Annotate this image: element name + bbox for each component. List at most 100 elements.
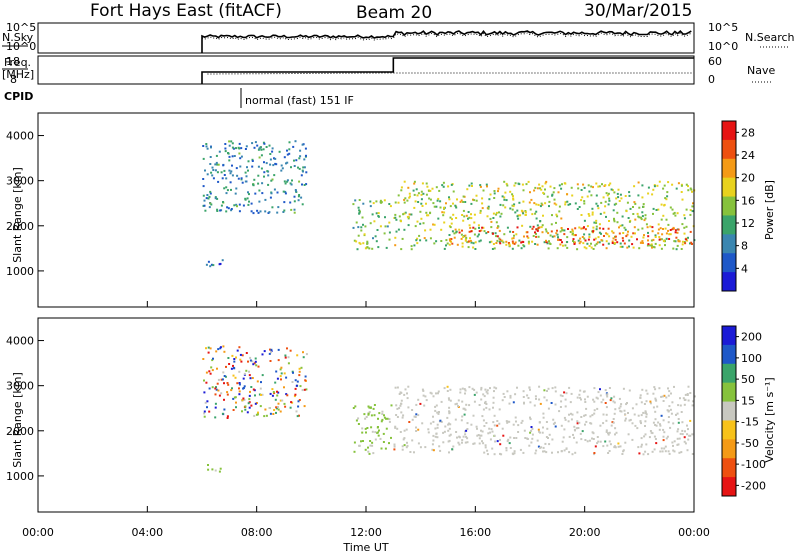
- heatmap-cell: [660, 218, 663, 221]
- heatmap-cell: [487, 231, 490, 233]
- heatmap-cell: [395, 414, 398, 416]
- heatmap-cell: [628, 245, 630, 248]
- heatmap-cell: [641, 196, 644, 199]
- heatmap-cell: [541, 231, 544, 234]
- heatmap-cell: [442, 441, 445, 444]
- heatmap-cell: [663, 431, 666, 434]
- heatmap-cell: [249, 356, 252, 359]
- heatmap-cell: [637, 414, 640, 417]
- heatmap-cell: [248, 200, 250, 203]
- heatmap-cell: [205, 347, 207, 350]
- heatmap-cell: [403, 212, 406, 215]
- heatmap-cell: [554, 403, 557, 406]
- heatmap-cell: [676, 430, 679, 433]
- heatmap-cell: [225, 186, 228, 189]
- heatmap-cell: [648, 436, 651, 439]
- heatmap-cell: [370, 426, 373, 429]
- heatmap-cell: [513, 234, 515, 237]
- heatmap-cell: [612, 237, 615, 240]
- heatmap-cell: [654, 438, 657, 440]
- heatmap-cell: [654, 418, 657, 421]
- heatmap-cell: [613, 191, 616, 194]
- heatmap-cell: [583, 237, 586, 240]
- heatmap-cell: [489, 193, 492, 196]
- heatmap-cell: [223, 350, 226, 353]
- heatmap-cell: [400, 220, 402, 223]
- heatmap-cell: [660, 447, 663, 450]
- heatmap-cell: [605, 406, 608, 409]
- heatmap-cell: [205, 143, 208, 145]
- heatmap-cell: [658, 238, 661, 241]
- heatmap-cell: [252, 212, 255, 215]
- heatmap-cell: [297, 166, 299, 169]
- heatmap-cell: [576, 422, 579, 425]
- heatmap-cell: [534, 231, 536, 234]
- cpid-row: CPID normal (fast) 151 IF: [4, 88, 354, 108]
- time-axis-label: Time UT: [342, 541, 388, 554]
- heatmap-cell: [417, 442, 420, 445]
- heatmap-cell: [663, 204, 666, 207]
- heatmap-cell: [652, 212, 654, 215]
- heatmap-cell: [223, 408, 226, 411]
- heatmap-cell: [505, 243, 508, 246]
- heatmap-cell: [516, 209, 519, 212]
- heatmap-cell: [233, 360, 236, 363]
- heatmap-cell: [254, 141, 257, 144]
- heatmap-cell: [605, 232, 608, 235]
- heatmap-cell: [361, 216, 364, 219]
- heatmap-cell: [614, 238, 617, 241]
- heatmap-cell: [422, 192, 425, 195]
- heatmap-cell: [265, 162, 268, 165]
- heatmap-cell: [421, 205, 424, 207]
- heatmap-cell: [594, 237, 597, 240]
- heatmap-cell: [687, 385, 690, 388]
- heatmap-cell: [575, 427, 578, 430]
- heatmap-cell: [596, 407, 599, 410]
- heatmap-cell: [529, 416, 531, 419]
- heatmap-cell: [619, 193, 622, 196]
- heatmap-cell: [231, 146, 234, 149]
- heatmap-cell: [279, 399, 282, 402]
- y-tick-label: 2000: [6, 425, 34, 438]
- heatmap-cell: [364, 417, 367, 420]
- heatmap-cell: [629, 207, 632, 210]
- heatmap-cell: [452, 202, 454, 205]
- heatmap-cell: [576, 396, 579, 399]
- heatmap-cell: [283, 156, 286, 159]
- heatmap-cell: [394, 386, 397, 389]
- heatmap-cell: [513, 203, 516, 206]
- heatmap-cell: [395, 218, 398, 221]
- heatmap-cell: [262, 141, 265, 144]
- heatmap-cell: [286, 179, 289, 182]
- heatmap-cell: [560, 450, 563, 453]
- heatmap-cell: [593, 453, 596, 456]
- heatmap-cell: [215, 350, 218, 353]
- heatmap-cell: [263, 161, 265, 164]
- heatmap-cell: [448, 243, 451, 246]
- heatmap-cell: [449, 423, 452, 426]
- date-label: 30/Mar/2015: [584, 1, 692, 21]
- heatmap-cell: [562, 244, 564, 247]
- heatmap-cell: [218, 150, 221, 153]
- heatmap-cell: [544, 182, 547, 185]
- heatmap-cell: [657, 223, 660, 226]
- heatmap-cell: [496, 235, 499, 238]
- heatmap-cell: [452, 190, 455, 193]
- heatmap-cell: [654, 397, 657, 400]
- heatmap-cell: [218, 470, 221, 473]
- heatmap-cell: [220, 171, 223, 174]
- heatmap-cell: [361, 427, 364, 430]
- heatmap-cell: [554, 390, 557, 393]
- heatmap-cell: [269, 163, 272, 166]
- heatmap-cell: [245, 369, 248, 372]
- heatmap-cell: [238, 390, 241, 393]
- heatmap-cell: [573, 243, 576, 245]
- heatmap-cell: [485, 390, 488, 393]
- heatmap-cell: [564, 244, 567, 247]
- heatmap-cell: [607, 433, 610, 436]
- heatmap-cell: [649, 400, 652, 403]
- heatmap-cell: [449, 388, 452, 391]
- heatmap-cell: [533, 202, 536, 205]
- heatmap-cell: [297, 405, 300, 408]
- heatmap-cell: [274, 381, 277, 384]
